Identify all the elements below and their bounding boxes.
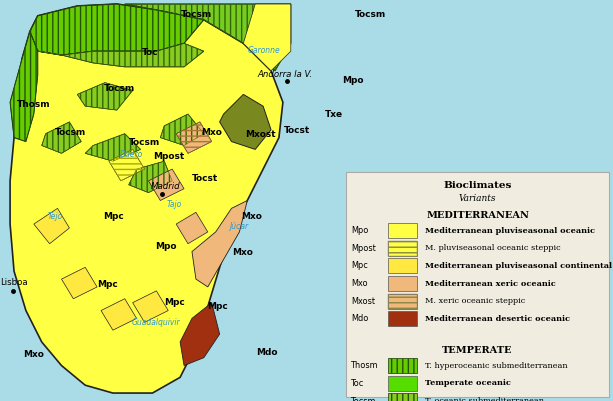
Polygon shape (77, 83, 132, 110)
Text: Toc: Toc (351, 379, 365, 388)
Bar (388, 241, 417, 256)
Text: Mediterranean pluviseasonal continental: Mediterranean pluviseasonal continental (425, 262, 612, 270)
Text: Mpc: Mpc (207, 302, 228, 311)
Polygon shape (148, 169, 184, 200)
Text: M. xeric oceanic steppic: M. xeric oceanic steppic (425, 297, 525, 305)
FancyBboxPatch shape (346, 172, 609, 397)
Bar (388, 241, 417, 256)
Bar (388, 294, 417, 309)
Bar (388, 393, 417, 401)
Text: Mediterranean xeric oceanic: Mediterranean xeric oceanic (425, 279, 555, 288)
Polygon shape (132, 291, 168, 322)
Polygon shape (125, 4, 291, 71)
Text: Andorra la V.: Andorra la V. (257, 70, 313, 79)
Text: Mediterranean desertic oceanic: Mediterranean desertic oceanic (425, 315, 570, 323)
Bar (388, 258, 417, 273)
Text: Tocsm: Tocsm (129, 138, 159, 147)
Text: MEDITERRANEAN: MEDITERRANEAN (426, 211, 529, 220)
Bar (388, 393, 417, 401)
Text: Mediterranean pluviseasonal oceanic: Mediterranean pluviseasonal oceanic (425, 227, 595, 235)
Polygon shape (10, 32, 38, 142)
Text: Mxost: Mxost (245, 130, 276, 139)
Text: Mpost: Mpost (351, 244, 376, 253)
Text: Tocst: Tocst (284, 126, 310, 135)
Polygon shape (85, 134, 140, 161)
Polygon shape (38, 43, 204, 67)
Text: Mdo: Mdo (351, 314, 368, 323)
Bar (388, 358, 417, 373)
Text: Mxo: Mxo (232, 248, 253, 257)
Text: Mpo: Mpo (351, 226, 368, 235)
Text: Mpc: Mpc (351, 261, 368, 270)
Text: Mpc: Mpc (164, 298, 185, 307)
Text: Garonne: Garonne (247, 46, 280, 55)
Polygon shape (30, 4, 204, 55)
Bar (388, 294, 417, 309)
Text: Temperate oceanic: Temperate oceanic (425, 379, 511, 387)
Polygon shape (192, 200, 247, 287)
Polygon shape (61, 267, 97, 299)
Polygon shape (243, 4, 291, 71)
Text: Tocsm: Tocsm (356, 10, 386, 18)
Text: TEMPERATE: TEMPERATE (442, 346, 513, 355)
Text: Tocsm: Tocsm (55, 128, 86, 137)
Bar (388, 311, 417, 326)
Text: Mxo: Mxo (241, 212, 262, 221)
Text: T. hyperoceanic submediterranean: T. hyperoceanic submediterranean (425, 362, 568, 370)
Text: Mpc: Mpc (103, 212, 124, 221)
Text: Guadalquivir: Guadalquivir (132, 318, 181, 327)
Polygon shape (109, 150, 145, 181)
Text: Mxost: Mxost (351, 297, 375, 306)
Polygon shape (176, 122, 211, 153)
Text: Madrid: Madrid (151, 182, 180, 191)
Text: Txe: Txe (325, 110, 343, 119)
Polygon shape (34, 209, 69, 244)
Polygon shape (176, 212, 208, 244)
Text: Bioclimates: Bioclimates (443, 181, 512, 190)
Text: Thosm: Thosm (351, 361, 379, 370)
Text: Tocst: Tocst (192, 174, 218, 183)
Bar (388, 223, 417, 238)
Bar (388, 376, 417, 391)
Text: T. oceanic submediterranean: T. oceanic submediterranean (425, 397, 544, 401)
Text: Mpc: Mpc (97, 280, 118, 289)
Text: Duero: Duero (120, 150, 143, 159)
Polygon shape (161, 114, 204, 146)
Text: Thosm: Thosm (17, 100, 50, 109)
Polygon shape (10, 4, 283, 393)
Text: Tocsm: Tocsm (351, 397, 376, 401)
Text: Mxo: Mxo (351, 279, 368, 288)
Text: Mxo: Mxo (23, 350, 44, 359)
Text: Mpost: Mpost (153, 152, 184, 161)
Text: Tajo: Tajo (167, 200, 182, 209)
Text: Variants: Variants (459, 194, 497, 203)
Text: Mxo: Mxo (201, 128, 222, 137)
Bar (388, 358, 417, 373)
Text: Mpo: Mpo (154, 242, 177, 251)
Text: M. pluviseasonal oceanic steppic: M. pluviseasonal oceanic steppic (425, 244, 560, 252)
Text: Toc: Toc (142, 48, 158, 57)
Text: Tejo: Tejo (48, 212, 63, 221)
Bar (388, 276, 417, 291)
Text: Tocsm: Tocsm (104, 84, 135, 93)
Polygon shape (219, 94, 271, 150)
Text: Tocsm: Tocsm (181, 10, 211, 18)
Text: Júcar: Júcar (229, 222, 249, 231)
Polygon shape (129, 161, 172, 192)
Polygon shape (42, 122, 82, 153)
Text: Lisboa: Lisboa (0, 278, 28, 287)
Text: Mpo: Mpo (341, 76, 364, 85)
Text: Mdo: Mdo (256, 348, 278, 357)
Polygon shape (180, 303, 219, 366)
Polygon shape (101, 299, 137, 330)
